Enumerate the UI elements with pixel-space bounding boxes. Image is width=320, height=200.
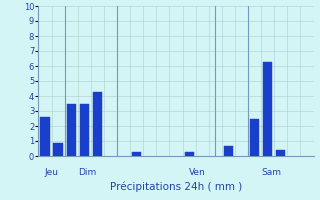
Text: Dim: Dim (78, 168, 96, 177)
Bar (276, 150, 285, 156)
Bar (263, 62, 272, 156)
Bar (132, 152, 141, 156)
Bar (185, 152, 194, 156)
Bar (224, 146, 233, 156)
Bar (53, 142, 63, 156)
Bar (67, 104, 76, 156)
Bar (80, 104, 89, 156)
Text: Ven: Ven (189, 168, 206, 177)
Bar (250, 118, 259, 156)
Text: Précipitations 24h ( mm ): Précipitations 24h ( mm ) (110, 182, 242, 192)
Bar (40, 117, 50, 156)
Text: Jeu: Jeu (45, 168, 59, 177)
Text: Sam: Sam (261, 168, 281, 177)
Bar (93, 92, 102, 156)
